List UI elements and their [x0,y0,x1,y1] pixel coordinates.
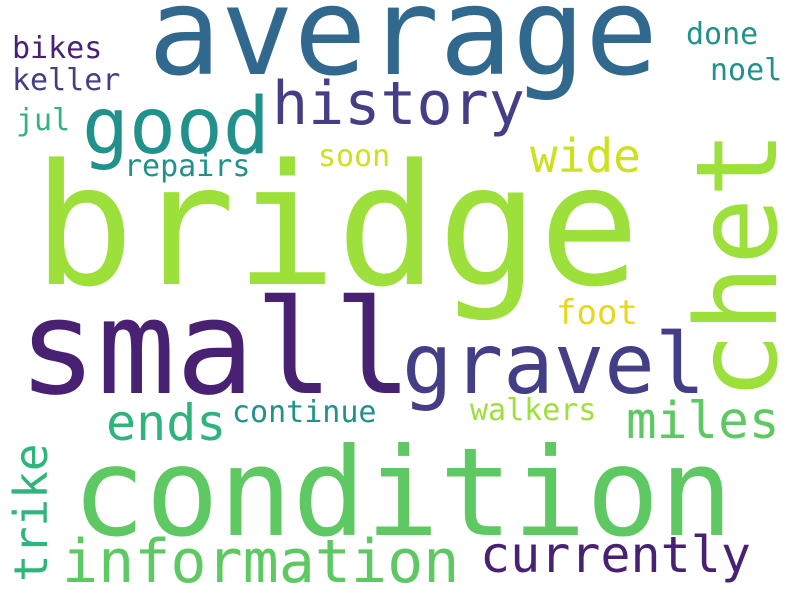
word-average: average [148,0,658,103]
word-repairs: repairs [124,149,251,184]
word-wide: wide [530,129,641,183]
word-bridge: bridge [33,128,640,324]
word-history: history [272,69,525,139]
word-foot: foot [556,293,638,333]
word-continue: continue [232,395,377,430]
word-walkers: walkers [470,393,597,428]
word-condition: condition [72,422,734,564]
word-ends: ends [106,394,227,452]
word-soon: soon [318,139,391,174]
word-noel: noel [710,53,783,88]
word-currently: currently [480,526,751,584]
word-good: good [82,82,270,172]
word-bikes: bikes [12,31,103,66]
word-small: small [18,271,413,424]
word-jul: jul [16,103,71,138]
word-done: done [686,17,759,52]
word-trike: trike [4,443,58,582]
word-gravel: gravel [402,315,706,413]
word-information: information [62,527,460,597]
word-miles: miles [626,392,780,451]
word-keller: keller [12,63,121,98]
